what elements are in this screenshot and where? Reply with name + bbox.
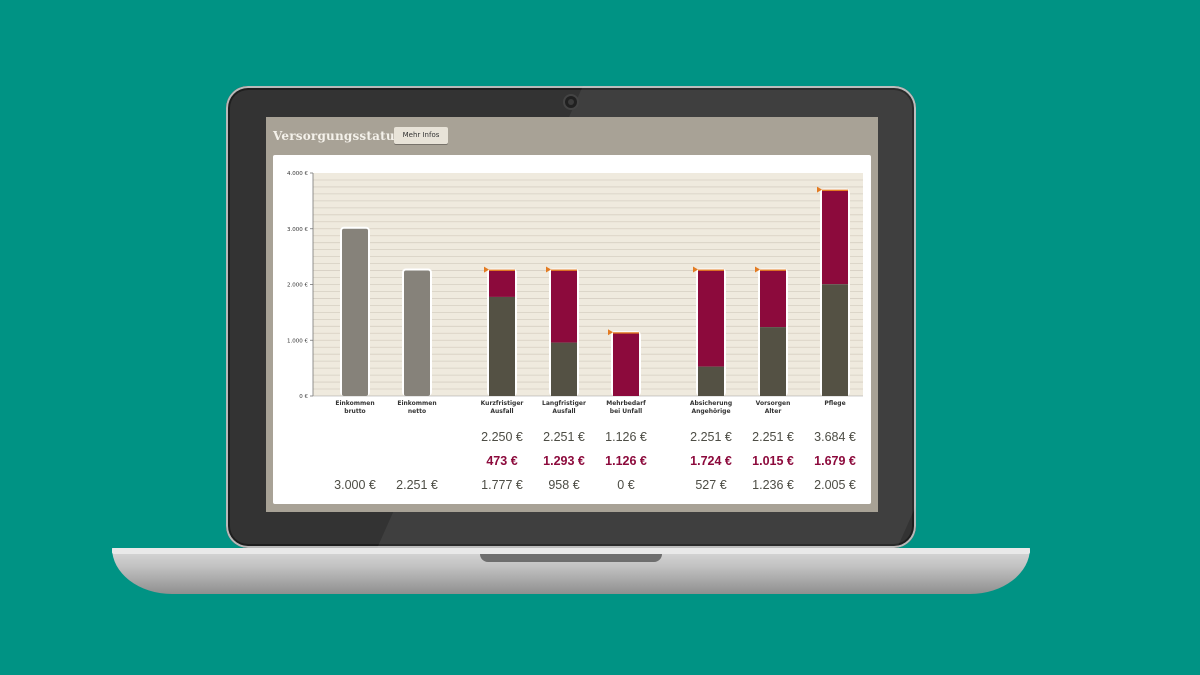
category-label: brutto bbox=[344, 408, 366, 415]
bar-chart: 4.000 € 3.000 € 2.000 € 1.000 € 0 € bbox=[287, 171, 863, 400]
bar-gap bbox=[551, 270, 577, 343]
category-label: Angehörige bbox=[691, 408, 731, 415]
laptop-lid: Versorgungsstatus Mehr Infos 4.000 € 3.00… bbox=[226, 86, 916, 548]
gap-value: 1.724 € bbox=[690, 454, 732, 468]
bar-provided bbox=[822, 284, 848, 396]
target-line bbox=[551, 269, 577, 271]
target-marker-icon bbox=[693, 266, 698, 273]
target-marker-icon bbox=[608, 329, 613, 336]
category-label: Absicherung bbox=[689, 400, 733, 407]
category-label: Vorsorgen bbox=[755, 400, 791, 407]
lid-notch bbox=[480, 554, 662, 562]
category-label: Mehrbedarf bbox=[606, 400, 646, 407]
category-label: Alter bbox=[764, 408, 782, 415]
gap-value: 1.015 € bbox=[752, 454, 794, 468]
laptop-base bbox=[112, 548, 1030, 594]
category-label: Kurzfristiger bbox=[480, 400, 524, 407]
bar-provided bbox=[760, 327, 786, 396]
provided-value: 1.236 € bbox=[752, 478, 794, 492]
provided-value: 958 € bbox=[548, 478, 580, 492]
provided-value: 3.000 € bbox=[334, 478, 376, 492]
bar-provided bbox=[489, 296, 515, 396]
category-label: Einkommen bbox=[397, 400, 437, 407]
app-header: Versorgungsstatus Mehr Infos bbox=[266, 117, 878, 155]
y-tick-label: 3.000 € bbox=[287, 227, 308, 233]
laptop-screen: Versorgungsstatus Mehr Infos 4.000 € 3.00… bbox=[266, 117, 878, 512]
bar-provided bbox=[698, 366, 724, 396]
target-value: 3.684 € bbox=[814, 430, 856, 444]
category-label: netto bbox=[407, 408, 427, 415]
category-label: Ausfall bbox=[552, 408, 576, 415]
base-edge bbox=[112, 548, 1030, 554]
category-label: bei Unfall bbox=[609, 408, 643, 415]
target-line bbox=[698, 269, 724, 271]
target-value: 2.251 € bbox=[543, 430, 585, 444]
target-line bbox=[760, 269, 786, 271]
provided-value: 1.777 € bbox=[481, 478, 523, 492]
category-label: Langfristiger bbox=[542, 400, 586, 407]
provided-value: 2.251 € bbox=[396, 478, 438, 492]
y-tick-label: 0 € bbox=[299, 394, 308, 400]
bar-income bbox=[342, 228, 368, 396]
target-line bbox=[613, 332, 639, 334]
y-tick-label: 1.000 € bbox=[287, 338, 308, 344]
bar-income bbox=[404, 270, 430, 396]
bar-provided bbox=[551, 342, 577, 396]
target-value: 2.250 € bbox=[481, 430, 523, 444]
gap-value: 473 € bbox=[486, 454, 518, 468]
target-line bbox=[489, 269, 515, 271]
target-marker-icon bbox=[546, 266, 551, 273]
webcam-icon bbox=[565, 96, 577, 108]
gap-value: 1.679 € bbox=[814, 454, 856, 468]
target-marker-icon bbox=[755, 266, 760, 273]
provided-value: 2.005 € bbox=[814, 478, 856, 492]
provided-value: 527 € bbox=[695, 478, 727, 492]
category-label: Ausfall bbox=[490, 408, 514, 415]
more-info-button[interactable]: Mehr Infos bbox=[394, 127, 448, 144]
y-tick-label: 2.000 € bbox=[287, 283, 308, 289]
category-label: Pflege bbox=[824, 400, 846, 407]
bar-gap bbox=[489, 270, 515, 297]
y-tick-label: 4.000 € bbox=[287, 171, 308, 177]
chart-panel: 4.000 € 3.000 € 2.000 € 1.000 € 0 € Einkomme… bbox=[273, 155, 871, 504]
target-value: 2.251 € bbox=[752, 430, 794, 444]
target-line bbox=[822, 189, 848, 192]
bar-gap bbox=[698, 270, 724, 367]
target-marker-icon bbox=[484, 266, 489, 273]
target-marker-icon bbox=[817, 186, 822, 193]
target-value: 2.251 € bbox=[690, 430, 732, 444]
provided-value: 0 € bbox=[617, 478, 635, 492]
gap-value: 1.126 € bbox=[605, 454, 647, 468]
gap-value: 1.293 € bbox=[543, 454, 585, 468]
bar-gap bbox=[822, 190, 848, 285]
target-value: 1.126 € bbox=[605, 430, 647, 444]
category-label: Einkommen bbox=[335, 400, 375, 407]
bar-gap bbox=[613, 333, 639, 396]
page-title: Versorgungsstatus bbox=[273, 129, 402, 143]
bar-gap bbox=[760, 270, 786, 328]
